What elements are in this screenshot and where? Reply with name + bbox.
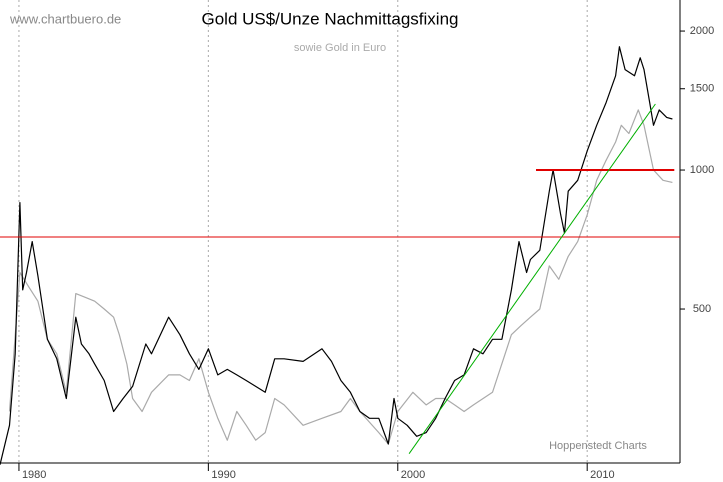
- source: www.chartbuero.de: [9, 11, 121, 26]
- x-tick-label: 2000: [401, 469, 425, 481]
- credit: Hoppenstedt Charts: [549, 440, 647, 452]
- y-tick-label: 2000: [690, 25, 714, 37]
- series-line: [0, 46, 673, 465]
- subtitle: sowie Gold in Euro: [294, 42, 386, 54]
- y-tick-label: 1000: [690, 164, 714, 176]
- x-tick-label: 1980: [22, 469, 46, 481]
- x-tick-label: 1990: [211, 469, 235, 481]
- x-tick-label: 2010: [590, 469, 614, 481]
- reference-line: [408, 103, 656, 454]
- chart-title: Gold US$/Unze Nachmittagsfixing: [201, 9, 458, 28]
- y-tick-label: 1500: [690, 83, 714, 95]
- series-line: [8, 109, 673, 445]
- y-tick-label: 500: [693, 303, 711, 315]
